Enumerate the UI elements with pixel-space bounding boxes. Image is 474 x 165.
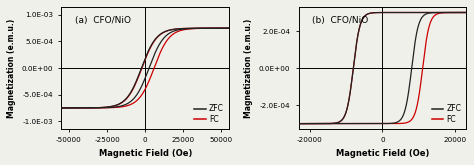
Y-axis label: Magnetization (e.m.u.): Magnetization (e.m.u.) (7, 18, 16, 118)
X-axis label: Magnetic Field (Oe): Magnetic Field (Oe) (336, 149, 429, 158)
Text: (a)  CFO/NiO: (a) CFO/NiO (75, 16, 131, 24)
Y-axis label: Magnetization (e.m.u.): Magnetization (e.m.u.) (244, 18, 253, 118)
Text: (b)  CFO/NiO: (b) CFO/NiO (312, 16, 368, 24)
Legend: ZFC, FC: ZFC, FC (193, 103, 225, 125)
X-axis label: Magnetic Field (Oe): Magnetic Field (Oe) (99, 149, 192, 158)
Legend: ZFC, FC: ZFC, FC (430, 103, 463, 125)
